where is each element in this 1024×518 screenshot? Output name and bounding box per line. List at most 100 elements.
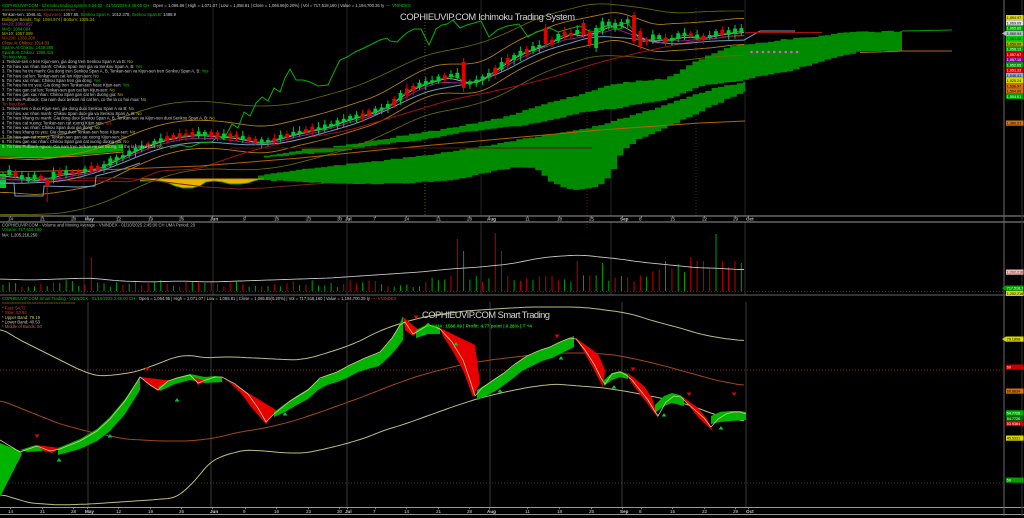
svg-text:Tin hieu Mua:: Tin hieu Mua: [2, 55, 27, 60]
svg-text:30: 30 [337, 217, 343, 222]
svg-text:COPHIEUVIP.COM Smart Trading: COPHIEUVIP.COM Smart Trading [422, 309, 550, 320]
svg-text:14: 14 [404, 509, 410, 514]
svg-text:11: 11 [525, 217, 530, 222]
svg-text:1,060.94: 1,060.94 [1007, 32, 1021, 36]
svg-text:MA10: 1057.099: MA10: 1057.099 [2, 31, 33, 36]
svg-text:Close At Chikou: 1014.03: Close At Chikou: 1014.03 [2, 40, 50, 45]
svg-text:11: 11 [525, 509, 530, 514]
svg-text:COPHIEUVIP.COM - Volume and Mo: COPHIEUVIP.COM - Volume and Moving Avera… [2, 223, 196, 228]
svg-text:1,064.08: 1,064.08 [1007, 37, 1021, 41]
svg-text:1,046.41: 1,046.41 [1007, 74, 1021, 78]
svg-text:21: 21 [40, 217, 46, 222]
svg-text:3. Tin hieu khang cu manh: Gia: 3. Tin hieu khang cu manh: Gia dong duoi… [2, 116, 215, 121]
svg-text:MA5: 1064.084: MA5: 1064.084 [2, 26, 31, 31]
svg-text:29: 29 [733, 509, 739, 514]
svg-text:54.7726: 54.7726 [1007, 417, 1020, 421]
svg-text:1,504.09: 1,504.09 [1007, 90, 1021, 94]
svg-text:Jun: Jun [210, 509, 218, 514]
svg-text:1. Tenkan-sen o tren Kijun-sen: 1. Tenkan-sen o tren Kijun-sen, gia dong… [2, 59, 133, 64]
svg-text:COPHIEUVIP.COM - Ichimoku trad: COPHIEUVIP.COM - Ichimoku trading system… [2, 3, 411, 8]
svg-text:1,065.85: 1,065.85 [1007, 27, 1021, 31]
svg-text:23: 23 [306, 217, 312, 222]
svg-text:1,025.24: 1,025.24 [1007, 79, 1021, 83]
svg-text:18: 18 [557, 509, 563, 514]
svg-text:8: 8 [639, 509, 642, 514]
svg-text:1,202,216: 1,202,216 [1007, 271, 1023, 275]
svg-text:1,058.13: 1,058.13 [1007, 48, 1021, 52]
svg-text:1,057.10: 1,057.10 [1007, 58, 1021, 62]
svg-text:16: 16 [274, 217, 280, 222]
svg-text:79.1898: 79.1898 [1007, 338, 1020, 342]
svg-text:7: 7 [373, 217, 376, 222]
svg-text:45.5331: 45.5331 [1007, 437, 1020, 441]
svg-text:26: 26 [179, 217, 185, 222]
svg-text:12: 12 [116, 509, 122, 514]
svg-text:1,050.09: 1,050.09 [1007, 43, 1021, 47]
svg-text:Volume: 717,518,160: Volume: 717,518,160 [2, 227, 42, 232]
svg-text:14: 14 [8, 509, 14, 514]
svg-text:SpanA At Chikou: 1439.386: SpanA At Chikou: 1439.386 [2, 45, 54, 50]
svg-text:1,052.65: 1,052.65 [1007, 64, 1021, 68]
svg-text:Tenkan-sen: 1046.41, Kijun-sen: Tenkan-sen: 1046.41, Kijun-sen: 1057.65,… [2, 12, 177, 17]
svg-text:* Slow: 53.94: * Slow: 53.94 [2, 310, 27, 315]
svg-text:4. Tin hieu cat xuong: Tenkan-: 4. Tin hieu cat xuong: Tenkan-sen cat xu… [2, 120, 112, 125]
svg-text:MA200: 1380.209: MA200: 1380.209 [2, 36, 36, 41]
svg-text:1,536.97: 1,536.97 [1007, 85, 1021, 89]
svg-text:21: 21 [436, 509, 442, 514]
svg-text:1,202,216: 1,202,216 [1007, 292, 1023, 296]
svg-text:14: 14 [8, 217, 14, 222]
svg-text:8: 8 [639, 217, 642, 222]
svg-text:1,069.09: 1,069.09 [1007, 21, 1021, 25]
svg-text:21: 21 [436, 217, 442, 222]
svg-text:Jul: Jul [345, 217, 352, 222]
svg-text:5. Tin hieu xac nhan: Chikou S: 5. Tin hieu xac nhan: Chikou Span tren g… [2, 78, 101, 83]
svg-text:12: 12 [116, 217, 122, 222]
svg-text:SpanB At Chikou: 1399.415: SpanB At Chikou: 1399.415 [2, 50, 54, 55]
svg-text:50: 50 [1007, 479, 1011, 483]
svg-text:==============================: ============================== [2, 301, 76, 306]
svg-text:Bollinger Bands: Top: 1094.974: Bollinger Bands: Top: 1094.974 | Bottom:… [2, 17, 95, 22]
svg-text:25: 25 [589, 509, 595, 514]
svg-text:25: 25 [589, 217, 595, 222]
svg-text:19: 19 [148, 217, 154, 222]
svg-text:7: 7 [373, 509, 376, 514]
svg-text:28: 28 [467, 217, 473, 222]
svg-text:8. Tin hieu gan xac nhan: Chik: 8. Tin hieu gan xac nhan: Chikou Span ga… [2, 92, 124, 97]
svg-text:14: 14 [404, 217, 410, 222]
svg-text:22: 22 [702, 509, 708, 514]
svg-text:21: 21 [40, 509, 46, 514]
svg-text:23: 23 [306, 509, 312, 514]
svg-text:Oct: Oct [746, 509, 754, 514]
svg-text:Aug: Aug [487, 509, 496, 514]
svg-text:4. Tin hieu cat len: Tenkan-se: 4. Tin hieu cat len: Tenkan-sen cat len … [2, 73, 99, 78]
svg-text:22: 22 [702, 217, 708, 222]
svg-text:1,094.97: 1,094.97 [1007, 16, 1021, 20]
svg-text:6. Tin hieu khang cu yeu: Gia: 6. Tin hieu khang cu yeu: Gia dong duoi … [2, 130, 136, 135]
svg-text:717,518,1: 717,518,1 [1007, 287, 1023, 291]
svg-text:MA20: 1060.857: MA20: 1060.857 [2, 22, 33, 27]
svg-text:5. Tin hieu xac nhan: Chikou S: 5. Tin hieu xac nhan: Chikou Span duoi g… [2, 125, 100, 130]
svg-text:18: 18 [557, 217, 563, 222]
svg-text:54.7726: 54.7726 [1007, 412, 1020, 416]
svg-text:28: 28 [71, 217, 77, 222]
svg-text:* Fast: 54.77: * Fast: 54.77 [2, 305, 26, 310]
svg-text:1,504.01: 1,504.01 [1007, 95, 1021, 99]
svg-text:COPHIEUVIP.COM Ichimoku Tradin: COPHIEUVIP.COM Ichimoku Trading System [400, 11, 575, 22]
svg-text:6. Tin hieu ho tro yeu: Gia do: 6. Tin hieu ho tro yeu: Gia dong tren Te… [2, 83, 130, 88]
svg-text:1,057.67: 1,057.67 [1007, 53, 1021, 57]
svg-text:15: 15 [670, 509, 676, 514]
svg-text:2. Tin hieu xac nhan manh: Chi: 2. Tin hieu xac nhan manh: Chikou Span d… [2, 111, 142, 116]
svg-text:Jul: Jul [345, 509, 352, 514]
svg-text:Oct: Oct [746, 217, 754, 222]
svg-text:COPHIEUVIP.COM Smart Trading -: COPHIEUVIP.COM Smart Trading - VNINDEX -… [2, 296, 397, 301]
svg-text:Sep: Sep [620, 509, 629, 514]
svg-text:* Upper Band: 79.19: * Upper Band: 79.19 [2, 315, 41, 320]
svg-text:Aug: Aug [487, 217, 496, 222]
svg-text:==============================: ============================== [2, 8, 76, 13]
svg-text:19: 19 [148, 509, 154, 514]
svg-text:1. Tenkan-sen o duoi Kijun-sen: 1. Tenkan-sen o duoi Kijun-sen, gia dong… [2, 106, 135, 111]
svg-text:3. Tin hieu ho tro manh: Gia d: 3. Tin hieu ho tro manh: Gia dong tren S… [2, 69, 208, 74]
svg-text:60: 60 [1007, 366, 1011, 370]
svg-text:28: 28 [467, 509, 473, 514]
svg-text:MA: 1,205,216,250: MA: 1,205,216,250 [2, 232, 38, 237]
